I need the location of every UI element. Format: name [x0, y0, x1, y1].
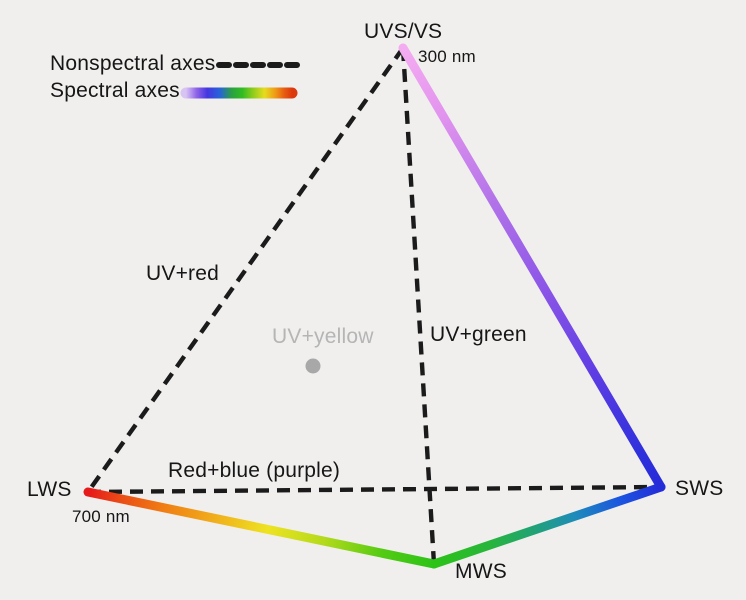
- legend-swatches-group: [180, 62, 304, 99]
- vertex-label-mws: MWS: [455, 560, 507, 583]
- legend-label-spectral-axes: Spectral axes: [50, 79, 180, 102]
- nonspectral-point-group: [305, 358, 321, 374]
- vertex-label-uvs-vs: UVS/VS: [364, 20, 443, 43]
- spectral-axis-uvs_vs-sws: [398, 43, 666, 492]
- nonspectral-axis-lws-sws: [87, 484, 662, 495]
- spectral-axes-group: [83, 43, 666, 569]
- nonspectral-axis-uvs_vs-mws: [400, 47, 437, 565]
- uv-yellow-point: [305, 358, 321, 374]
- axis-label-uv-green: UV+green: [430, 323, 527, 346]
- legend-label-nonspectral-axes: Nonspectral axes: [50, 52, 216, 75]
- vertex-label-sws: SWS: [675, 477, 724, 500]
- nonspectral-axis-uvs_vs-lws: [86, 46, 405, 494]
- axis-label-uv-yellow: UV+yellow: [272, 325, 374, 348]
- axis-label-uv-red: UV+red: [146, 262, 219, 285]
- wavelength-label-300nm: 300 nm: [418, 47, 476, 66]
- axis-label-red-blue-purple: Red+blue (purple): [168, 459, 341, 482]
- spectral-axis-lws-mws: [83, 487, 439, 569]
- spectral-axis-sws-mws: [429, 482, 666, 569]
- wavelength-label-700nm: 700 nm: [72, 507, 130, 526]
- vertex-label-lws: LWS: [27, 478, 72, 501]
- nonspectral-axes-group: [86, 46, 662, 565]
